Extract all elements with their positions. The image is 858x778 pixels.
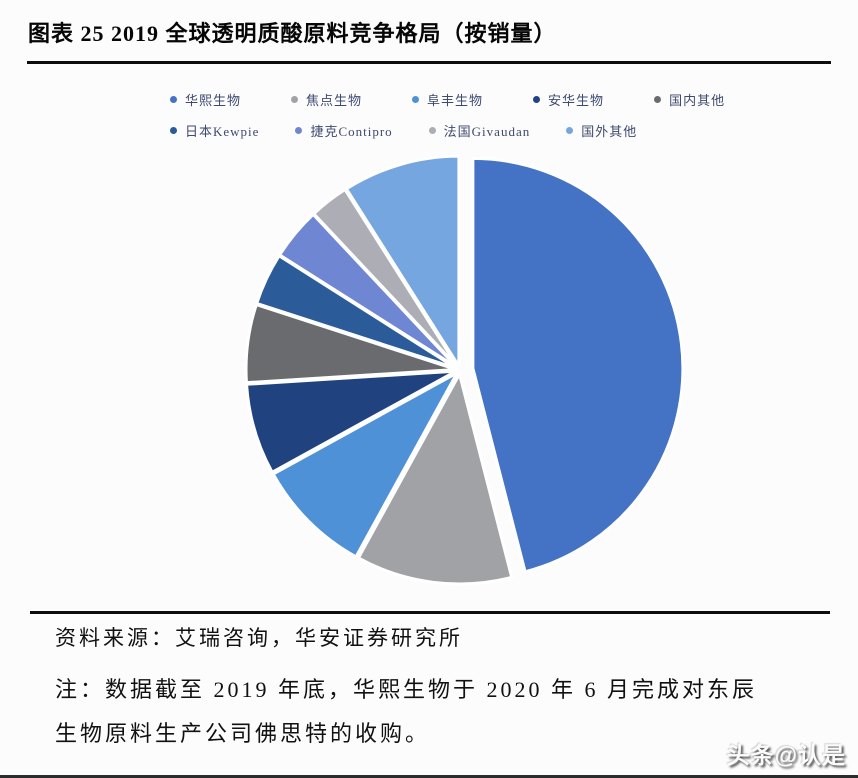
- watermark-text: 头条@认是: [726, 742, 846, 768]
- legend-item-1: 焦点生物: [291, 90, 362, 109]
- page-title: 图表 25 2019 全球透明质酸原料竞争格局（按销量）: [28, 21, 557, 46]
- legend-item-3: 安华生物: [533, 90, 604, 109]
- legend-label: 焦点生物: [306, 92, 363, 108]
- note-text-line1: 注：数据截至 2019 年底，华熙生物于 2020 年 6 月完成对东辰: [55, 677, 758, 702]
- footer-divider: [30, 611, 830, 614]
- legend-label: 日本Kewpie: [185, 123, 260, 139]
- pie-slice-3: [245, 369, 458, 474]
- legend-label: 捷克Contipro: [310, 123, 393, 139]
- legend-item-2: 阜丰生物: [412, 90, 483, 109]
- pie-slice-7: [312, 188, 460, 369]
- legend-marker-icon: [170, 95, 177, 103]
- legend-label: 安华生物: [548, 92, 605, 108]
- legend-row-2: 日本Kewpie 捷克Contipro 法国Givaudan 国外其他: [170, 119, 790, 141]
- legend-marker-icon: [170, 126, 177, 134]
- pie-chart: [200, 142, 730, 608]
- pie-slice-2: [271, 371, 459, 559]
- legend-label: 华熙生物: [185, 92, 242, 108]
- pie-chart-svg: [244, 154, 685, 586]
- legend-marker-icon: [295, 126, 303, 134]
- pie-slice-0: [471, 156, 685, 574]
- source-line: 资料来源：艾瑞咨询，华安证券研究所: [55, 626, 463, 650]
- legend-marker-icon: [533, 95, 541, 103]
- legend-marker-icon: [428, 126, 436, 134]
- title-divider: [27, 61, 831, 64]
- legend-row-1: 华熙生物 焦点生物 阜丰生物 安华生物 国内其他: [170, 88, 790, 110]
- legend-label: 国外其他: [581, 123, 638, 139]
- legend-label: 阜丰生物: [427, 92, 484, 108]
- note-text-line2: 生物原料生产公司佛思特的收购。: [55, 721, 431, 746]
- legend-label: 国内其他: [669, 92, 726, 108]
- legend-item-8: 国外其他: [566, 121, 637, 140]
- legend-item-0: 华熙生物: [170, 90, 241, 109]
- pie-slice-1: [356, 372, 514, 586]
- legend-item-4: 国内其他: [654, 90, 725, 109]
- legend-marker-icon: [566, 126, 574, 134]
- chart-legend: 华熙生物 焦点生物 阜丰生物 安华生物 国内其他 日本Kewpie 捷克Contipro 法…: [170, 88, 790, 141]
- legend-item-6: 捷克Contipro: [295, 121, 392, 140]
- legend-marker-icon: [412, 95, 420, 103]
- legend-item-5: 日本Kewpie: [170, 121, 259, 140]
- legend-marker-icon: [291, 95, 299, 103]
- legend-label: 法国Givaudan: [443, 123, 531, 139]
- pie-slice-8: [344, 154, 461, 368]
- legend-marker-icon: [654, 95, 662, 103]
- bottom-edge-line: [0, 775, 858, 778]
- legend-item-7: 法国Givaudan: [428, 121, 531, 140]
